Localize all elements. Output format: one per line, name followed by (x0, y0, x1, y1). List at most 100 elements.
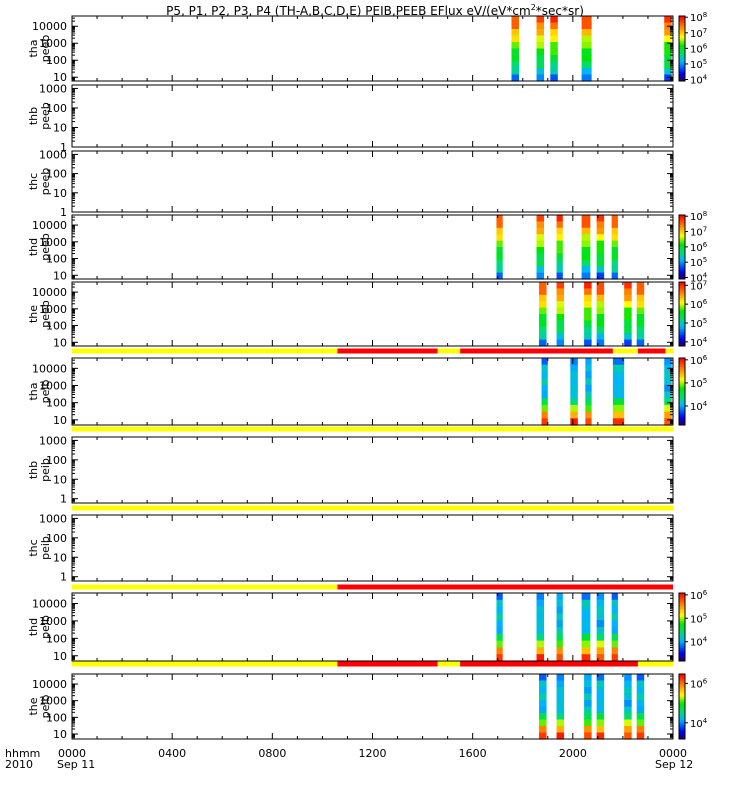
spectrogram-cell (556, 240, 563, 248)
spectrogram-cell (596, 301, 605, 309)
chart-title: P5, P1, P2, P3, P4 (TH-A,B,C,D,E) PEIB,P… (166, 3, 584, 18)
spectrogram-cell (611, 640, 618, 648)
spectrogram-cell (664, 404, 672, 413)
spectrogram-cell (539, 693, 547, 701)
x-tick-label: 2000 (559, 747, 587, 760)
spectrogram-cell (550, 74, 558, 82)
spectrogram-cell (611, 606, 618, 614)
panel-thb-peib: 1 10 100 1000 thbpeib (27, 426, 674, 506)
mode-bar-segment (460, 348, 613, 354)
spectrogram-cell (636, 726, 645, 734)
spectrogram-cell (624, 314, 632, 321)
spectrogram-cell (584, 719, 592, 727)
colorbar-step (679, 341, 685, 344)
colorbar-step (679, 286, 685, 289)
spectrogram-cell (596, 288, 605, 296)
spectrogram-cell (624, 732, 632, 740)
colorbar-step (679, 659, 685, 662)
spectrogram-cell (585, 378, 592, 386)
spectrogram-cell (496, 234, 503, 242)
spectrogram-cell (556, 687, 565, 695)
colorbar-step (679, 285, 685, 288)
spectrogram-cell (596, 680, 605, 688)
spectrogram-cell (581, 22, 592, 30)
spectrogram-cell (511, 22, 519, 30)
panel-frame (71, 281, 674, 347)
spectrogram-cell (612, 404, 625, 413)
spectrogram-cell (556, 320, 565, 328)
spectrogram-cell (581, 259, 591, 267)
colorbar-step (679, 638, 685, 642)
panel-the-peib: 10 100 1000 10000 thepeib 104 106 (27, 661, 708, 741)
colorbar-step (679, 393, 685, 396)
spectrogram-cell (624, 301, 632, 309)
spectrogram-cell (550, 48, 558, 56)
spectrogram-cell (612, 398, 625, 406)
colorbar-step (679, 655, 685, 659)
y-tick-label: 10 (53, 71, 67, 84)
y-tick-label: 10000 (32, 286, 67, 299)
mode-bar-segment (437, 661, 461, 667)
spectrogram-cell (596, 700, 605, 708)
spectrogram-cell (541, 418, 548, 426)
colorbar-step (679, 379, 685, 382)
data-bar (581, 215, 591, 280)
spectrogram-cell (556, 606, 563, 614)
spectrogram-cell (584, 333, 592, 341)
colorbar-step (679, 263, 685, 266)
spectrogram-cell (611, 647, 618, 655)
spectrogram-cell (584, 706, 592, 714)
data-bar (624, 282, 632, 347)
spectrogram-cell (584, 693, 592, 701)
spectrogram-cell (581, 247, 591, 254)
spectrogram-cell (496, 606, 503, 614)
colorbar-step (679, 330, 685, 333)
colorbar-tick-label: 105 (690, 317, 707, 330)
colorbar-step (679, 408, 685, 411)
colorbar-step (679, 716, 685, 719)
mode-bar-segment (72, 348, 338, 354)
spectrogram-cell (596, 674, 605, 682)
colorbar-step (679, 599, 685, 602)
data-bar (581, 593, 591, 662)
spectrogram-cell (536, 593, 545, 601)
spectrogram-cell (536, 227, 545, 235)
colorbar-step (679, 633, 685, 636)
spectrogram-cell (556, 706, 565, 714)
colorbar-step (679, 371, 685, 374)
spectrogram-cell (611, 259, 618, 267)
spectrogram-cell (596, 687, 605, 695)
colorbar-step (679, 32, 685, 35)
spectrogram-cell (536, 16, 545, 24)
spectrogram-cell (596, 333, 605, 341)
mode-bar-segment (437, 348, 461, 354)
colorbar-step (679, 734, 685, 737)
spectrogram-cell (556, 640, 563, 648)
y-axis-label: thcpeeb (27, 168, 52, 196)
spectrogram-cell (541, 398, 548, 406)
colorbar-step (679, 604, 685, 608)
colorbar-step (679, 403, 685, 406)
colorbar-step (679, 307, 685, 310)
y-tick-label: 1 (60, 206, 67, 219)
y-tick-label: 100 (46, 397, 67, 410)
colorbar-step (679, 272, 685, 275)
colorbar-tick-label: 106 (690, 589, 708, 602)
colorbar-step (679, 610, 685, 613)
y-tick-label: 1 (60, 141, 67, 154)
data-bar (496, 593, 503, 662)
spectrogram-cell (584, 326, 592, 334)
colorbar-step (679, 250, 685, 253)
panel-frame (71, 84, 674, 148)
spectrogram-cell (581, 55, 592, 63)
colorbar-step (679, 224, 685, 227)
panel-frame (71, 150, 674, 213)
colorbar-step (679, 288, 685, 291)
spectrogram-cell (539, 726, 547, 734)
spectrogram-cell (584, 700, 592, 708)
colorbar-step (679, 373, 685, 376)
colorbar-step (679, 302, 685, 305)
